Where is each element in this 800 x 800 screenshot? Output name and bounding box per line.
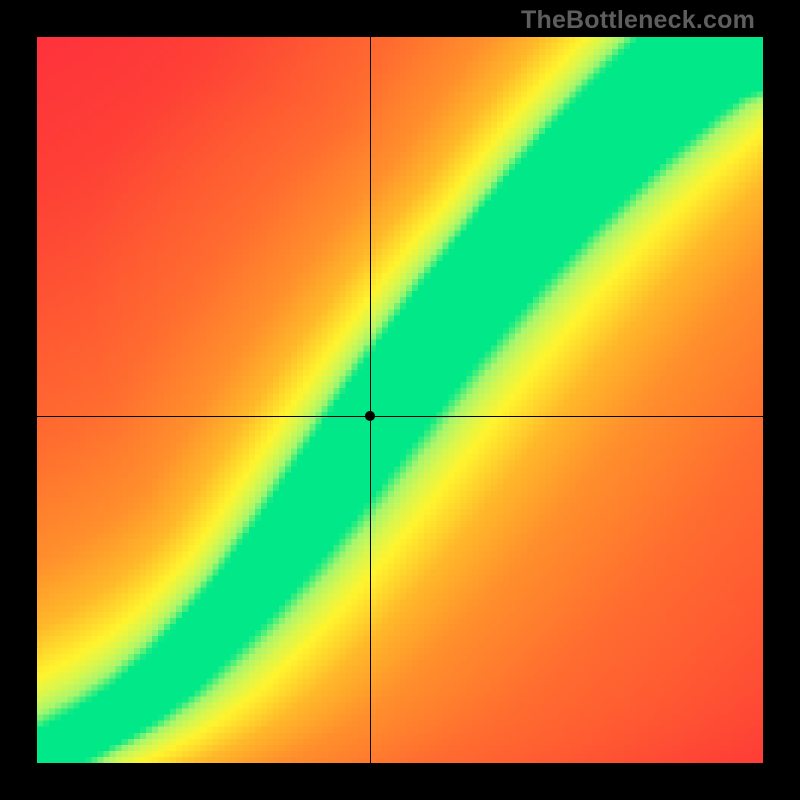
crosshair-horizontal [37, 416, 763, 417]
bottleneck-heatmap [37, 37, 763, 763]
attribution-text: TheBottleneck.com [521, 6, 755, 35]
chart-frame: TheBottleneck.com [0, 0, 800, 800]
crosshair-vertical [370, 37, 371, 763]
marker-dot [364, 410, 376, 422]
